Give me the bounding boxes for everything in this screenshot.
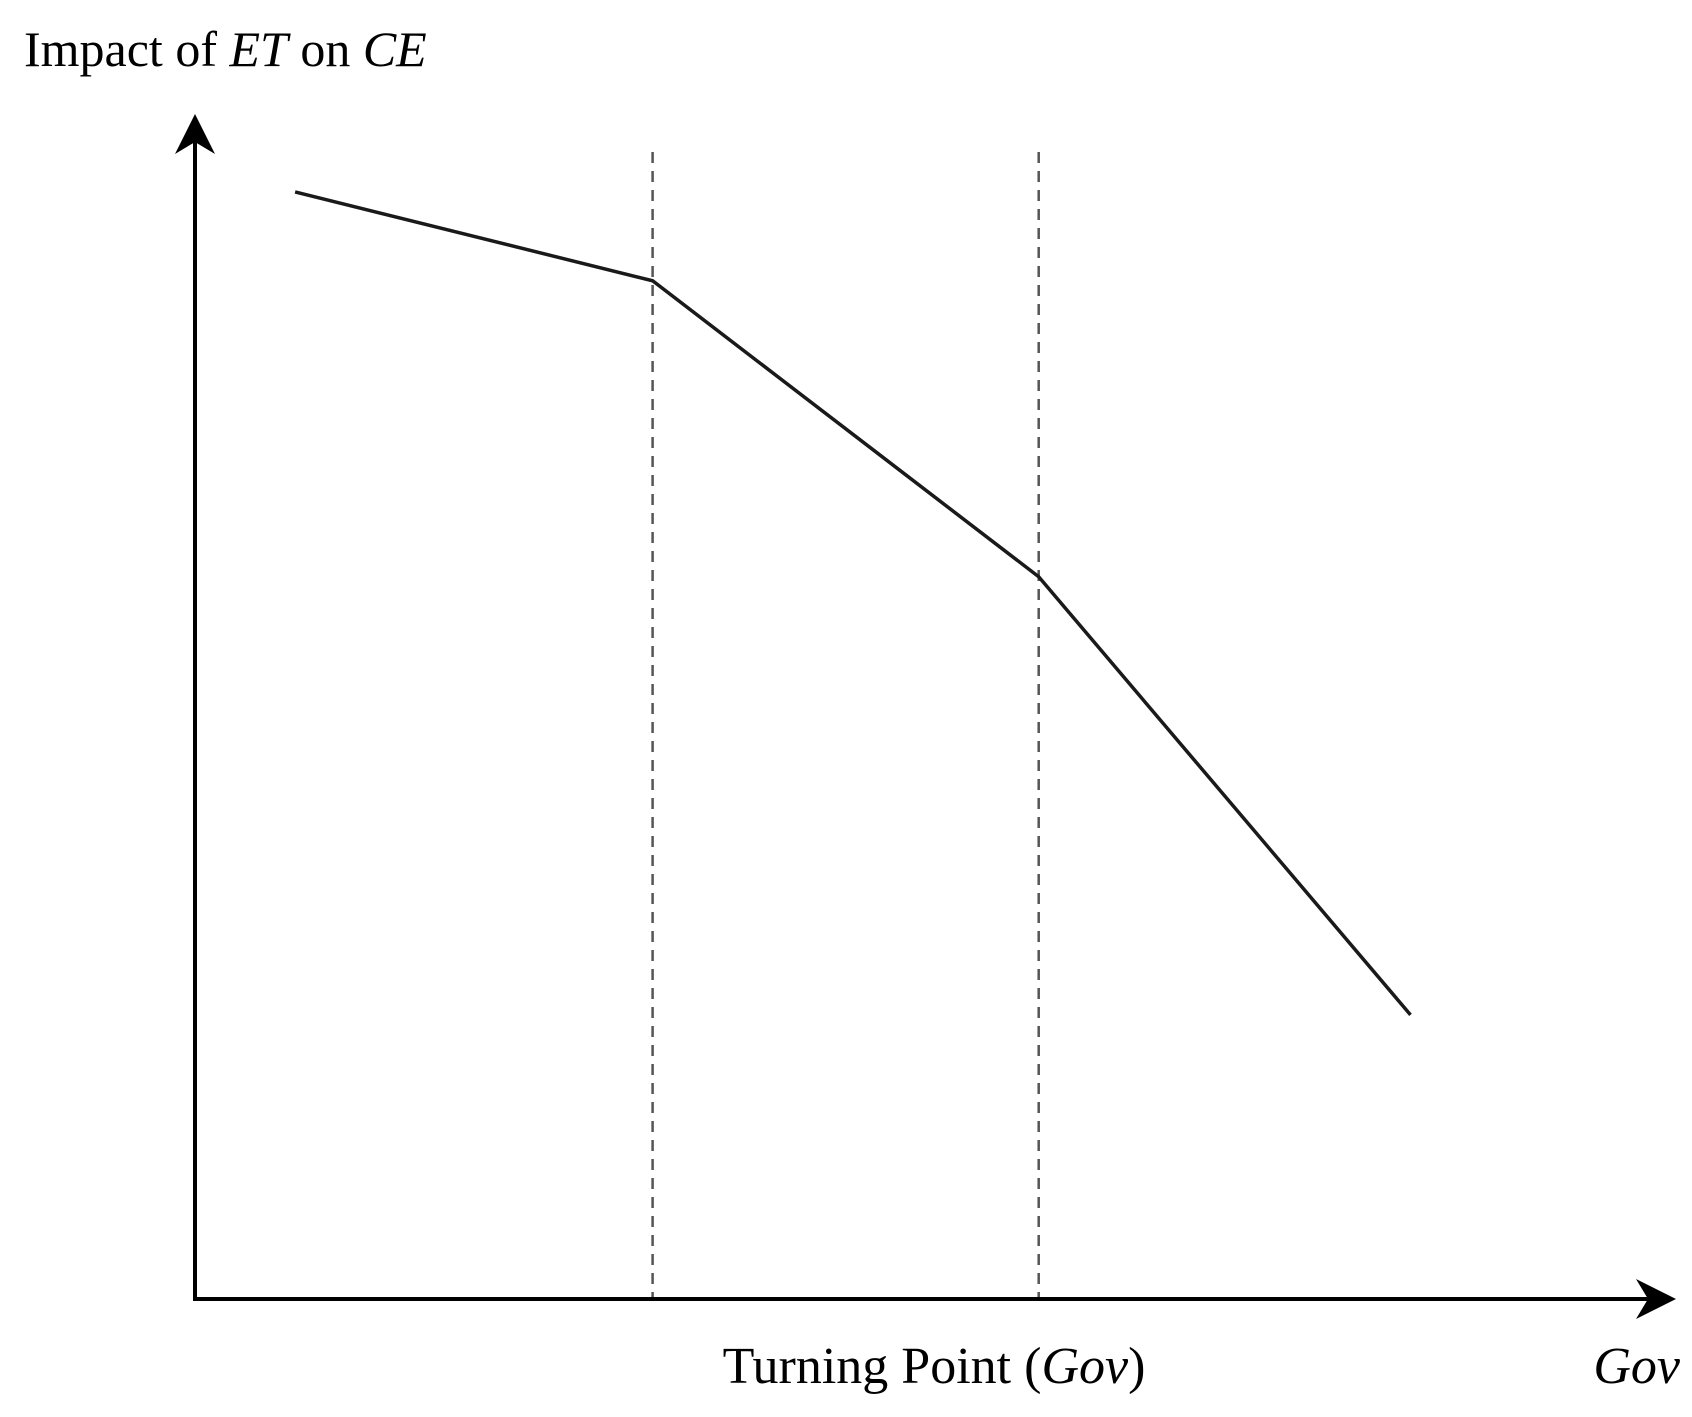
turning-point-lines xyxy=(651,152,1040,1297)
y-axis-label-part-3: CE xyxy=(363,21,427,77)
series-line-0 xyxy=(294,190,1412,1016)
y-axis-label-part-1: ET xyxy=(228,21,291,77)
series-group xyxy=(294,190,1412,1016)
turning-point-label-part-1: Gov xyxy=(1041,1338,1129,1395)
y-axis-label-part-2: on xyxy=(288,21,363,77)
turning-point-label: Turning Point (Gov) xyxy=(723,1338,1146,1395)
y-axis-label-part-0: Impact of xyxy=(24,21,229,77)
y-axis-label: Impact of ET on CE xyxy=(24,21,427,77)
turning-point-label-part-2: ) xyxy=(1128,1338,1145,1395)
x-axis-label: Gov xyxy=(1593,1338,1681,1395)
turning-point-label-part-0: Turning Point ( xyxy=(723,1338,1042,1395)
